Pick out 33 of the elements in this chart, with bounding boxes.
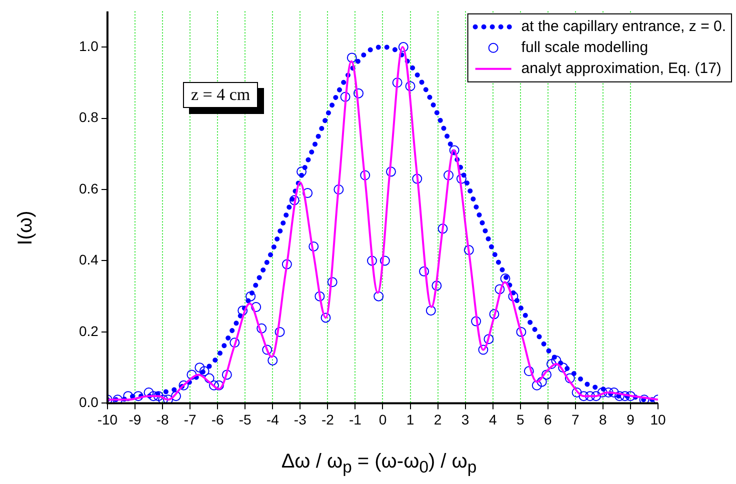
x-tick-label: 4 [488,411,497,428]
y-tick-label: 1.0 [78,38,99,54]
legend-label: analyt approximation, Eq. (17) [521,60,722,78]
x-tick-label: 1 [406,411,414,428]
x-axis-title: Δω / ω$_{p}$ = (ω-ω$_{0}$) / ω$_{p}$ [281,450,477,478]
x-tick-label: -6 [211,411,224,428]
x-tick-label: 5 [516,411,524,428]
x-tick-label: 8 [599,411,608,428]
y-tick-label: 0.4 [78,252,99,268]
x-tick-label: 9 [626,411,635,428]
x-tick-label: 6 [544,411,552,428]
x-tick-label: -10 [97,411,118,428]
x-tick-label: -7 [184,411,196,428]
annotation: z = 4 cm [183,82,258,108]
x-tick-label: -5 [238,411,252,428]
y-tick-label: 0.2 [78,322,99,339]
x-tick-label: -8 [156,411,169,428]
legend-label: full scale modelling [521,39,648,56]
x-tick-label: -1 [348,411,362,428]
y-tick-label: 0.8 [78,109,99,126]
y-axis-title: I(ω) [14,210,38,246]
y-tick-label: 0.6 [78,180,99,196]
x-tick-label: -4 [266,411,280,428]
x-tick-label: -2 [321,411,334,428]
x-tick-label: 3 [461,411,470,428]
legend-label: at the capillary entrance, z = 0. [521,18,726,36]
x-tick-label: -9 [128,411,142,428]
x-tick-label: 10 [650,411,666,428]
x-tick-label: 0 [378,411,387,428]
x-tick-label: 2 [434,411,442,428]
x-tick-label: -3 [294,411,307,428]
x-tick-label: 7 [572,411,580,428]
y-tick-label: 0.0 [78,394,99,410]
